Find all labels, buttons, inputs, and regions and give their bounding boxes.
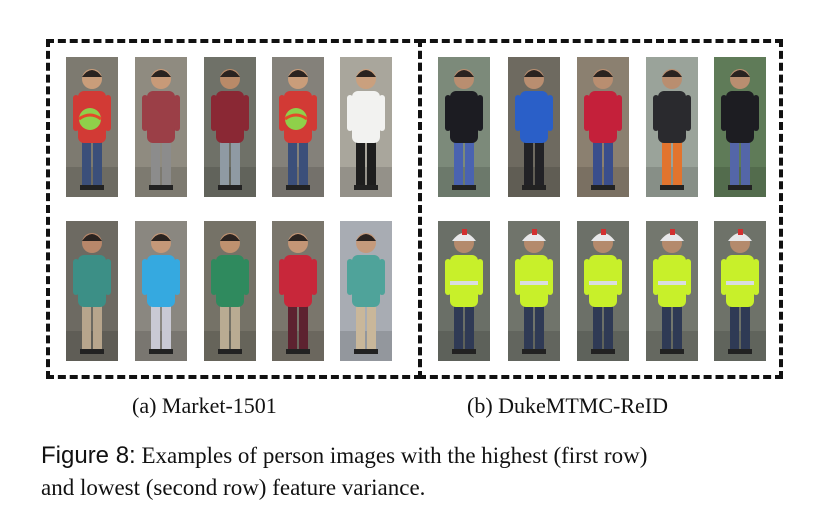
person-image <box>272 57 324 197</box>
person-image <box>508 57 560 197</box>
person-image <box>714 221 766 361</box>
person-image <box>340 221 392 361</box>
person-figure <box>66 221 118 361</box>
person-figure <box>204 57 256 197</box>
person-image <box>204 221 256 361</box>
person-figure <box>646 221 698 361</box>
person-figure <box>438 57 490 197</box>
person-image <box>135 221 187 361</box>
subfigure-caption-b: (b) DukeMTMC-ReID <box>467 393 669 418</box>
person-image <box>66 221 118 361</box>
person-image <box>646 221 698 361</box>
person-figure <box>714 221 766 361</box>
person-figure <box>340 57 392 197</box>
person-image <box>577 57 629 197</box>
person-image <box>340 57 392 197</box>
person-figure <box>135 57 187 197</box>
person-figure <box>204 221 256 361</box>
person-image <box>438 57 490 197</box>
person-image <box>577 221 629 361</box>
person-figure <box>577 57 629 197</box>
person-figure <box>438 221 490 361</box>
person-image <box>714 57 766 197</box>
figure-caption-line-1: Figure 8: Examples of person images with… <box>41 440 647 472</box>
figure-caption-text-1: Examples of person images with the highe… <box>141 443 648 468</box>
person-image <box>135 57 187 197</box>
person-figure <box>714 57 766 197</box>
person-figure <box>577 221 629 361</box>
person-figure <box>508 221 560 361</box>
person-image <box>646 57 698 197</box>
person-image <box>438 221 490 361</box>
person-figure <box>272 221 324 361</box>
person-image <box>204 57 256 197</box>
person-image <box>508 221 560 361</box>
person-figure <box>646 57 698 197</box>
figure-label: Figure 8: <box>41 442 136 469</box>
person-figure <box>135 221 187 361</box>
subfigure-caption-a: (a) Market-1501 <box>132 393 277 418</box>
person-image <box>66 57 118 197</box>
person-image <box>272 221 324 361</box>
person-figure <box>66 57 118 197</box>
person-figure <box>272 57 324 197</box>
dukemtmc-reid-panel <box>418 39 783 379</box>
person-figure <box>508 57 560 197</box>
figure-caption-line-2: and lowest (second row) feature variance… <box>41 475 426 500</box>
person-figure <box>340 221 392 361</box>
